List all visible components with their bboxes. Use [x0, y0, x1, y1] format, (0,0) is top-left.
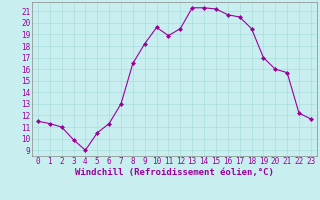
X-axis label: Windchill (Refroidissement éolien,°C): Windchill (Refroidissement éolien,°C): [75, 168, 274, 177]
